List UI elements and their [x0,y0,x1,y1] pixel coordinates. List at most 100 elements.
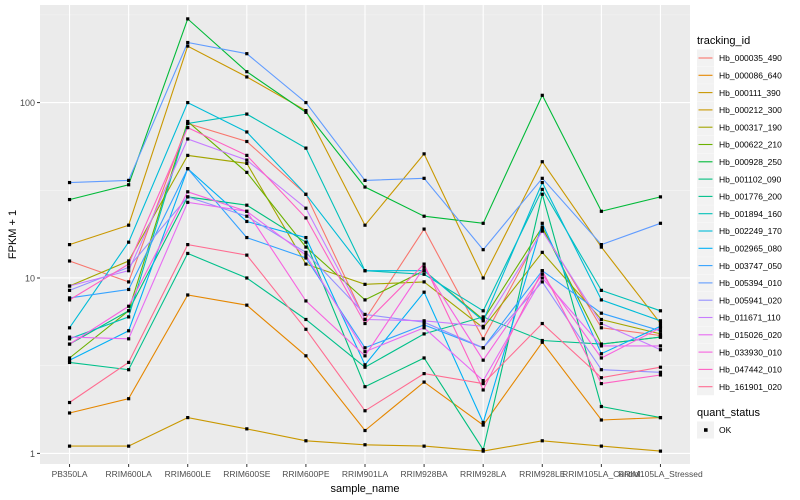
data-point [245,276,249,280]
data-point [599,368,603,372]
data-point [304,235,308,240]
data-point [127,183,131,187]
y-tick-label: 1 [30,449,35,459]
data-point [127,240,131,244]
data-point [67,356,72,360]
data-point [422,269,426,273]
data-point [540,276,544,280]
legend-label: Hb_047442_010 [719,365,782,375]
x-tick-label: RRIM901LA [342,469,389,479]
data-point [540,338,544,343]
data-point [481,276,485,280]
x-tick-label: RRIM928LA [460,469,507,479]
data-point [363,365,367,369]
data-point [658,329,663,333]
data-point [245,153,249,157]
x-axis-title: sample_name [330,483,399,495]
data-point [245,161,249,166]
data-point [658,370,663,374]
data-point [186,119,190,124]
data-point [363,409,367,413]
data-point [127,337,131,341]
data-point [658,309,663,313]
legend-title: tracking_id [697,35,750,47]
data-point [422,326,426,330]
data-point [658,326,663,330]
data-point [363,317,367,322]
data-point [186,153,190,157]
legend-label: Hb_011671_110 [719,313,781,323]
data-point [481,379,485,383]
x-tick-label: RRIM928LE [519,469,566,479]
legend-label: Hb_000622_210 [719,140,782,150]
legend-label: Hb_005941_020 [719,295,782,305]
data-point [304,317,308,322]
data-point [422,332,426,336]
data-point [67,180,72,185]
data-point [186,44,190,48]
data-point [363,178,367,183]
data-point [422,265,426,269]
data-point [186,190,190,194]
data-point [658,321,663,326]
data-point [599,326,603,330]
legend-label: Hb_033930_010 [719,347,782,357]
data-point [127,280,131,284]
data-point [422,214,426,218]
data-point [658,335,663,339]
data-point [245,70,249,74]
data-point [363,185,367,189]
data-point [304,354,308,358]
data-point [363,346,367,350]
data-point [186,40,190,45]
y-tick-label: 10 [25,273,35,283]
data-point [540,180,544,185]
data-point [127,368,131,372]
data-point [422,262,426,266]
data-point [599,344,603,348]
x-tick-label: RRIM600LA [105,469,152,479]
data-point [67,242,72,247]
data-point [304,256,308,260]
data-point [422,290,426,294]
data-point [540,227,544,231]
y-axis-title: FPKM + 1 [7,210,19,259]
data-point [599,242,603,247]
data-point [363,443,367,447]
data-point [186,200,190,204]
data-point [186,251,190,256]
data-point [422,280,426,284]
data-point [304,100,308,105]
data-point [127,360,131,365]
data-point [658,415,663,420]
data-point [540,269,544,273]
data-point [186,121,190,126]
data-point [599,298,603,302]
data-point [245,303,249,307]
data-point [245,52,249,56]
data-point [599,321,603,326]
data-point [245,130,249,134]
y-axis: 1 10 100 [20,98,40,459]
legend-key-point [704,428,708,432]
data-point [304,299,308,303]
data-point [67,400,72,405]
data-point [186,17,190,21]
data-point [540,439,544,443]
data-point [363,350,367,354]
legend-label: Hb_001894_160 [719,209,782,219]
data-point [658,344,663,348]
x-tick-label: RRIM928BA [400,469,448,479]
data-point [363,298,367,302]
data-point [599,317,603,322]
data-point [127,178,131,183]
data-point [186,415,190,420]
data-point [658,373,663,377]
legend-items: Hb_000035_490 Hb_000086_640 Hb_000111_390 H… [697,49,782,396]
data-point [599,342,603,346]
data-point [67,360,72,365]
data-point [599,288,603,292]
data-point [658,195,663,199]
data-point [245,219,249,224]
data-point [658,221,663,225]
